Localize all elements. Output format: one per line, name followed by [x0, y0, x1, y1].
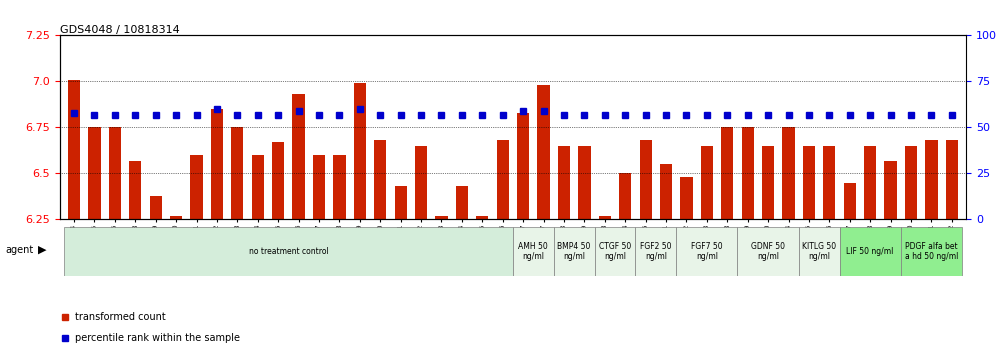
FancyBboxPatch shape — [554, 227, 595, 276]
FancyBboxPatch shape — [737, 227, 799, 276]
Text: AMH 50
ng/ml: AMH 50 ng/ml — [519, 242, 548, 261]
Bar — [865, 146, 876, 219]
Bar — [579, 146, 591, 219]
Text: FGF2 50
ng/ml: FGF2 50 ng/ml — [640, 242, 671, 261]
Bar — [884, 161, 896, 219]
FancyBboxPatch shape — [635, 227, 676, 276]
Bar — [129, 161, 141, 219]
FancyBboxPatch shape — [900, 227, 962, 276]
Text: CTGF 50
ng/ml: CTGF 50 ng/ml — [599, 242, 631, 261]
Bar — [742, 127, 754, 219]
Bar — [558, 146, 570, 219]
FancyBboxPatch shape — [64, 227, 513, 276]
Bar — [354, 83, 366, 219]
Bar — [680, 177, 692, 219]
Text: KITLG 50
ng/ml: KITLG 50 ng/ml — [802, 242, 837, 261]
Bar — [762, 146, 774, 219]
Bar — [660, 164, 672, 219]
Bar — [905, 146, 917, 219]
Bar — [946, 140, 958, 219]
Bar — [231, 127, 243, 219]
Text: agent: agent — [5, 245, 33, 255]
Text: GDNF 50
ng/ml: GDNF 50 ng/ml — [751, 242, 785, 261]
Text: GDS4048 / 10818314: GDS4048 / 10818314 — [60, 25, 179, 35]
Text: ▶: ▶ — [38, 245, 47, 255]
Bar — [149, 195, 161, 219]
Bar — [211, 109, 223, 219]
Bar — [925, 140, 937, 219]
Bar — [293, 94, 305, 219]
Bar — [701, 146, 713, 219]
Bar — [824, 146, 836, 219]
FancyBboxPatch shape — [513, 227, 554, 276]
Bar — [415, 146, 427, 219]
Bar — [89, 127, 101, 219]
Text: no treatment control: no treatment control — [249, 247, 329, 256]
Bar — [639, 140, 651, 219]
Bar — [435, 216, 447, 219]
Bar — [68, 80, 80, 219]
Bar — [803, 146, 815, 219]
FancyBboxPatch shape — [595, 227, 635, 276]
Bar — [374, 140, 386, 219]
Bar — [334, 155, 346, 219]
Bar — [783, 127, 795, 219]
Bar — [272, 142, 284, 219]
Text: percentile rank within the sample: percentile rank within the sample — [75, 333, 240, 343]
Bar — [476, 216, 488, 219]
Bar — [170, 216, 182, 219]
Text: BMP4 50
ng/ml: BMP4 50 ng/ml — [558, 242, 591, 261]
Bar — [538, 85, 550, 219]
Bar — [844, 183, 856, 219]
Bar — [497, 140, 509, 219]
Bar — [109, 127, 121, 219]
Bar — [313, 155, 325, 219]
Bar — [599, 216, 611, 219]
Bar — [517, 113, 529, 219]
Bar — [721, 127, 733, 219]
Text: FGF7 50
ng/ml: FGF7 50 ng/ml — [691, 242, 723, 261]
Bar — [620, 173, 631, 219]
Bar — [252, 155, 264, 219]
Bar — [394, 186, 406, 219]
Text: PDGF alfa bet
a hd 50 ng/ml: PDGF alfa bet a hd 50 ng/ml — [904, 242, 958, 261]
FancyBboxPatch shape — [799, 227, 840, 276]
Bar — [456, 186, 468, 219]
FancyBboxPatch shape — [676, 227, 737, 276]
Text: transformed count: transformed count — [75, 312, 165, 322]
FancyBboxPatch shape — [840, 227, 900, 276]
Bar — [190, 155, 202, 219]
Text: LIF 50 ng/ml: LIF 50 ng/ml — [847, 247, 893, 256]
